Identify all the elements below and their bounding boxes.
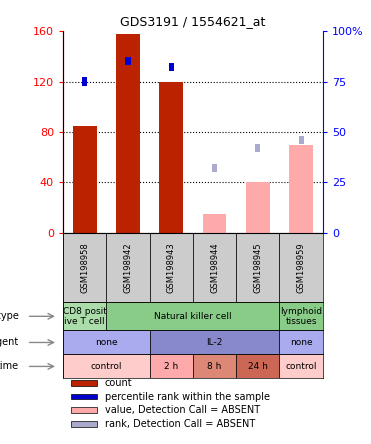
Bar xyxy=(212,164,217,172)
Text: GSM198959: GSM198959 xyxy=(297,242,306,293)
Text: 2 h: 2 h xyxy=(164,362,178,371)
Text: percentile rank within the sample: percentile rank within the sample xyxy=(105,392,270,401)
Bar xyxy=(236,354,279,378)
Text: CD8 posit
ive T cell: CD8 posit ive T cell xyxy=(63,307,106,326)
Text: none: none xyxy=(95,338,118,347)
Title: GDS3191 / 1554621_at: GDS3191 / 1554621_at xyxy=(120,16,266,28)
Text: rank, Detection Call = ABSENT: rank, Detection Call = ABSENT xyxy=(105,419,255,429)
Bar xyxy=(289,145,313,233)
Bar xyxy=(150,330,279,354)
Bar xyxy=(71,394,97,400)
Bar xyxy=(125,57,131,65)
Text: none: none xyxy=(290,338,312,347)
Text: 24 h: 24 h xyxy=(248,362,268,371)
Bar xyxy=(73,126,96,233)
Bar xyxy=(82,77,87,86)
Bar xyxy=(63,302,106,330)
Text: time: time xyxy=(0,361,19,372)
Bar xyxy=(299,136,304,144)
Bar xyxy=(236,233,279,302)
Bar xyxy=(71,407,97,413)
Bar xyxy=(279,302,323,330)
Text: lymphoid
tissues: lymphoid tissues xyxy=(280,307,322,326)
Text: value, Detection Call = ABSENT: value, Detection Call = ABSENT xyxy=(105,405,260,415)
Text: IL-2: IL-2 xyxy=(206,338,223,347)
Text: GSM198942: GSM198942 xyxy=(124,242,132,293)
Bar xyxy=(63,233,106,302)
Bar xyxy=(279,233,323,302)
Bar xyxy=(279,354,323,378)
Bar xyxy=(279,330,323,354)
Bar xyxy=(71,421,97,427)
Bar xyxy=(106,302,279,330)
Bar xyxy=(160,82,183,233)
Text: agent: agent xyxy=(0,337,19,348)
Text: GSM198943: GSM198943 xyxy=(167,242,176,293)
Bar xyxy=(193,354,236,378)
Text: count: count xyxy=(105,378,132,388)
Text: 8 h: 8 h xyxy=(207,362,222,371)
Bar xyxy=(203,214,226,233)
Bar xyxy=(116,34,140,233)
Bar xyxy=(150,354,193,378)
Bar xyxy=(246,182,270,233)
Bar xyxy=(63,330,150,354)
Bar xyxy=(71,380,97,386)
Bar xyxy=(255,144,260,152)
Text: control: control xyxy=(91,362,122,371)
Text: cell type: cell type xyxy=(0,311,19,321)
Text: GSM198944: GSM198944 xyxy=(210,242,219,293)
Text: Natural killer cell: Natural killer cell xyxy=(154,312,232,321)
Bar xyxy=(63,354,150,378)
Bar xyxy=(150,233,193,302)
Bar xyxy=(169,63,174,71)
Bar xyxy=(193,233,236,302)
Bar xyxy=(106,233,150,302)
Text: GSM198958: GSM198958 xyxy=(80,242,89,293)
Text: control: control xyxy=(285,362,317,371)
Text: GSM198945: GSM198945 xyxy=(253,242,262,293)
